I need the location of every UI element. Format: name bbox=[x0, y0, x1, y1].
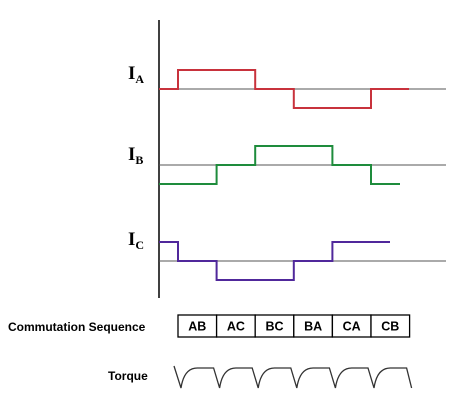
sequence-cell bbox=[370, 314, 411, 338]
ia-waveform bbox=[159, 69, 409, 109]
commutation-sequence: AB AC BC BA CA CB bbox=[177, 314, 411, 338]
ib-label: IB bbox=[128, 144, 143, 167]
sequence-label: BA bbox=[304, 320, 322, 334]
ic-label: IC bbox=[128, 229, 144, 252]
torque-caption: Torque bbox=[108, 369, 148, 383]
sequence-label: CB bbox=[381, 320, 399, 334]
sequence-label: AC bbox=[227, 320, 245, 334]
sequence-label: BC bbox=[265, 320, 283, 334]
ib-waveform bbox=[159, 145, 400, 185]
ia-label: IA bbox=[128, 63, 144, 86]
torque-ripple-curve bbox=[173, 365, 413, 389]
ic-waveform bbox=[159, 241, 390, 281]
sequence-label: AB bbox=[188, 320, 206, 334]
sequence-caption: Commutation Sequence bbox=[8, 320, 146, 334]
sequence-label: CA bbox=[343, 320, 361, 334]
